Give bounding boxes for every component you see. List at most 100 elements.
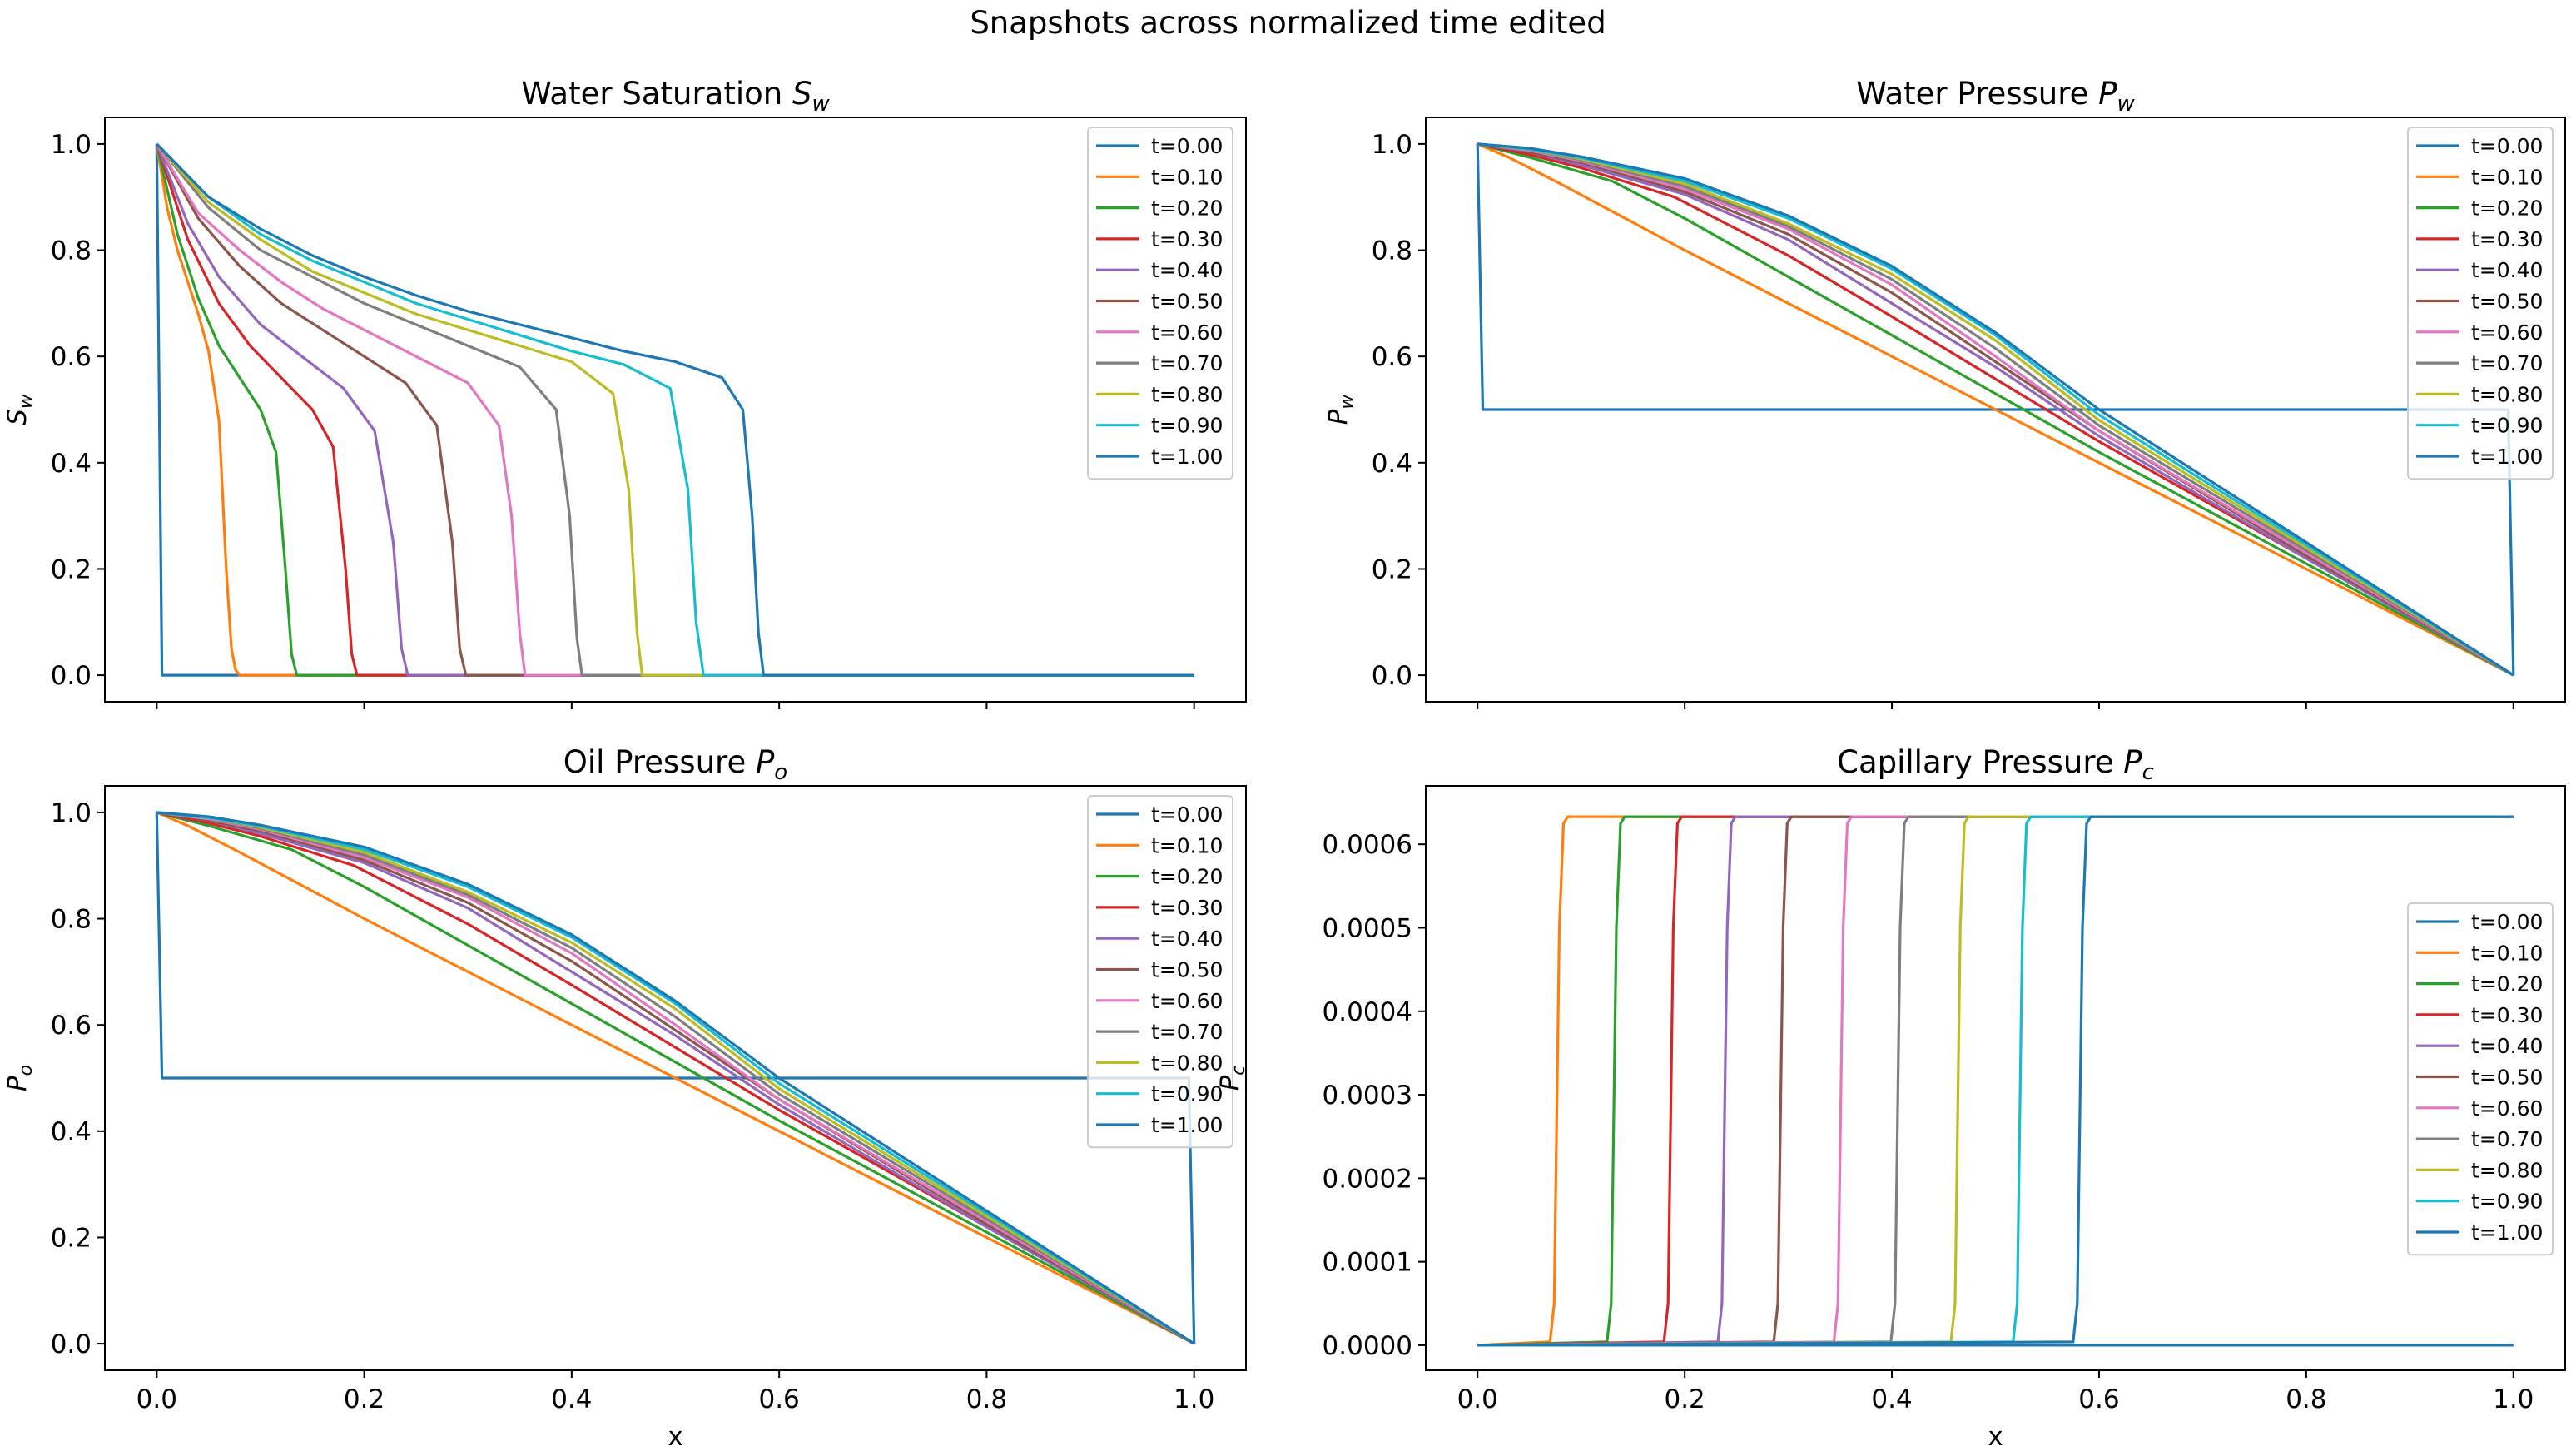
y-tick-label: 0.4 [1372, 449, 1412, 479]
y-tick-label: 0.0002 [1323, 1164, 1412, 1194]
series-line-t=0.20 [155, 143, 1194, 677]
series-line-t=0.20 [1477, 142, 2514, 677]
y-axis-label-symbol: P [2, 1076, 32, 1091]
legend-label: t=1.00 [1151, 1113, 1223, 1137]
y-tick-label: 0.2 [51, 554, 92, 584]
y-tick-label: 0.0005 [1323, 913, 1412, 943]
legend-label: t=0.60 [2471, 321, 2543, 345]
axes-frame [104, 117, 1247, 703]
y-tick-label: 0.0003 [1323, 1081, 1412, 1111]
panel-title-subscript: w [2117, 92, 2135, 117]
panel-title-subscript: c [2142, 760, 2154, 785]
series-line-t=0.30 [156, 811, 1195, 1345]
x-tick-label: 0.8 [966, 1384, 1007, 1414]
y-tick-label: 0.0006 [1323, 830, 1412, 860]
legend-label: t=0.20 [1151, 196, 1223, 221]
legend-label: t=0.00 [1151, 803, 1223, 827]
legend-box [2407, 902, 2554, 1256]
x-tick-label: 0.6 [2078, 1384, 2119, 1414]
y-tick-label: 0.0000 [1323, 1331, 1412, 1361]
y-axis-label-subscript: w [1337, 394, 1357, 410]
y-axis-label-subscript: o [16, 1065, 37, 1076]
x-tick-label: 0.6 [758, 1384, 799, 1414]
legend-label: t=0.40 [1151, 927, 1223, 951]
series-group [1477, 815, 2514, 1347]
legend-label: t=0.30 [2471, 1003, 2543, 1027]
legend-label: t=0.00 [2471, 134, 2543, 158]
legend-box [1087, 127, 1233, 480]
legend-label: t=0.70 [2471, 1127, 2543, 1151]
legend-label: t=0.90 [2471, 414, 2543, 438]
panel-title-subscript: o [774, 760, 787, 785]
x-axis-label: x [668, 1422, 682, 1452]
legend-label: t=0.20 [1151, 865, 1223, 889]
legend-label: t=0.00 [1151, 134, 1223, 158]
x-tick-label: 0.4 [551, 1384, 592, 1414]
y-tick-label: 0.2 [1372, 554, 1412, 584]
legend-label: t=1.00 [2471, 1220, 2543, 1245]
legend-label: t=1.00 [2471, 445, 2543, 469]
y-axis-label-subscript: c [1228, 1066, 1249, 1076]
y-tick-label: 0.6 [51, 1011, 92, 1041]
y-axis-label: Pc [1215, 1066, 1249, 1091]
legend-label: t=0.10 [1151, 833, 1223, 857]
series-line-t=0.30 [155, 143, 1194, 677]
legend-box [2407, 127, 2554, 480]
panel-title: Water Pressure Pw [1856, 76, 2135, 117]
legend-label: t=0.40 [2471, 1034, 2543, 1058]
series-line-t=0.10 [155, 143, 1194, 677]
y-tick-label: 0.6 [51, 342, 92, 372]
panel-title-symbol: P [2123, 744, 2142, 780]
series-line-t=0.40 [155, 143, 1194, 677]
legend-label: t=0.20 [2471, 196, 2543, 221]
x-tick-label: 0.2 [1664, 1384, 1705, 1414]
legend-label: t=1.00 [1151, 445, 1223, 469]
legend-label: t=0.10 [1151, 165, 1223, 189]
x-tick-label: 1.0 [1174, 1384, 1214, 1414]
legend-label: t=0.20 [2471, 972, 2543, 996]
panel-oil-pressure: 0.0 0.2 0.4 0.6 0.8 1.0 0.0 0.2 0.4 0.6 0.8 1.0 Oil … [2, 744, 1247, 1452]
x-tick-label: 0.0 [1457, 1384, 1498, 1414]
x-tick-label: 0.2 [344, 1384, 385, 1414]
legend: t=0.00 t=0.10 t=0.20 t=0.30 t=0.40 t=0.50 t=0.… [2407, 902, 2554, 1256]
series-line-t=1.00 [156, 142, 1194, 677]
x-tick-label: 0.4 [1871, 1384, 1912, 1414]
legend-label: t=0.10 [2471, 165, 2543, 189]
panel-title-text: Capillary Pressure [1837, 744, 2123, 780]
series-line-t=0.70 [156, 142, 1194, 677]
legend-label: t=0.70 [1151, 1020, 1223, 1044]
y-axis-label: Sw [2, 393, 37, 425]
legend-label: t=0.60 [2471, 1096, 2543, 1121]
panel-capillary-pressure: 0.0 0.2 0.4 0.6 0.8 1.0 0.0000 0.0001 0.0002 0.00… [1215, 744, 2566, 1452]
y-tick-label: 1.0 [1372, 130, 1412, 160]
series-line-t=0.50 [1477, 815, 2514, 1347]
series-line-t=1.00 [156, 811, 1195, 1345]
legend-box [1087, 795, 1233, 1149]
series-line-t=0.70 [1477, 815, 2514, 1347]
legend-label: t=0.30 [1151, 896, 1223, 920]
x-tick-label: 1.0 [2493, 1384, 2534, 1414]
axes-frame [1425, 785, 2566, 1371]
legend-label: t=0.60 [1151, 321, 1223, 345]
series-line-t=0.80 [156, 142, 1194, 677]
legend-label: t=0.80 [1151, 1051, 1223, 1075]
series-line-t=0.90 [1477, 815, 2514, 1347]
panel-title-symbol: P [756, 744, 775, 780]
series-line-t=0.30 [1477, 142, 2514, 677]
panel-title-symbol: S [792, 76, 812, 112]
x-tick-label: 0.8 [2286, 1384, 2326, 1414]
panel-title: Oil Pressure Po [563, 744, 787, 785]
legend-label: t=0.10 [2471, 941, 2543, 965]
panel-title-symbol: P [2098, 76, 2117, 112]
axes-frame [1425, 117, 2566, 703]
series-line-t=0.20 [156, 811, 1195, 1345]
y-axis-label-subscript: w [16, 393, 37, 409]
legend-label: t=0.80 [2471, 1158, 2543, 1182]
y-tick-label: 0.8 [51, 236, 92, 266]
legend-label: t=0.80 [1151, 382, 1223, 406]
legend-label: t=0.90 [2471, 1190, 2543, 1214]
panel-title-text: Oil Pressure [563, 744, 756, 780]
series-line-t=0.30 [1477, 815, 2514, 1347]
